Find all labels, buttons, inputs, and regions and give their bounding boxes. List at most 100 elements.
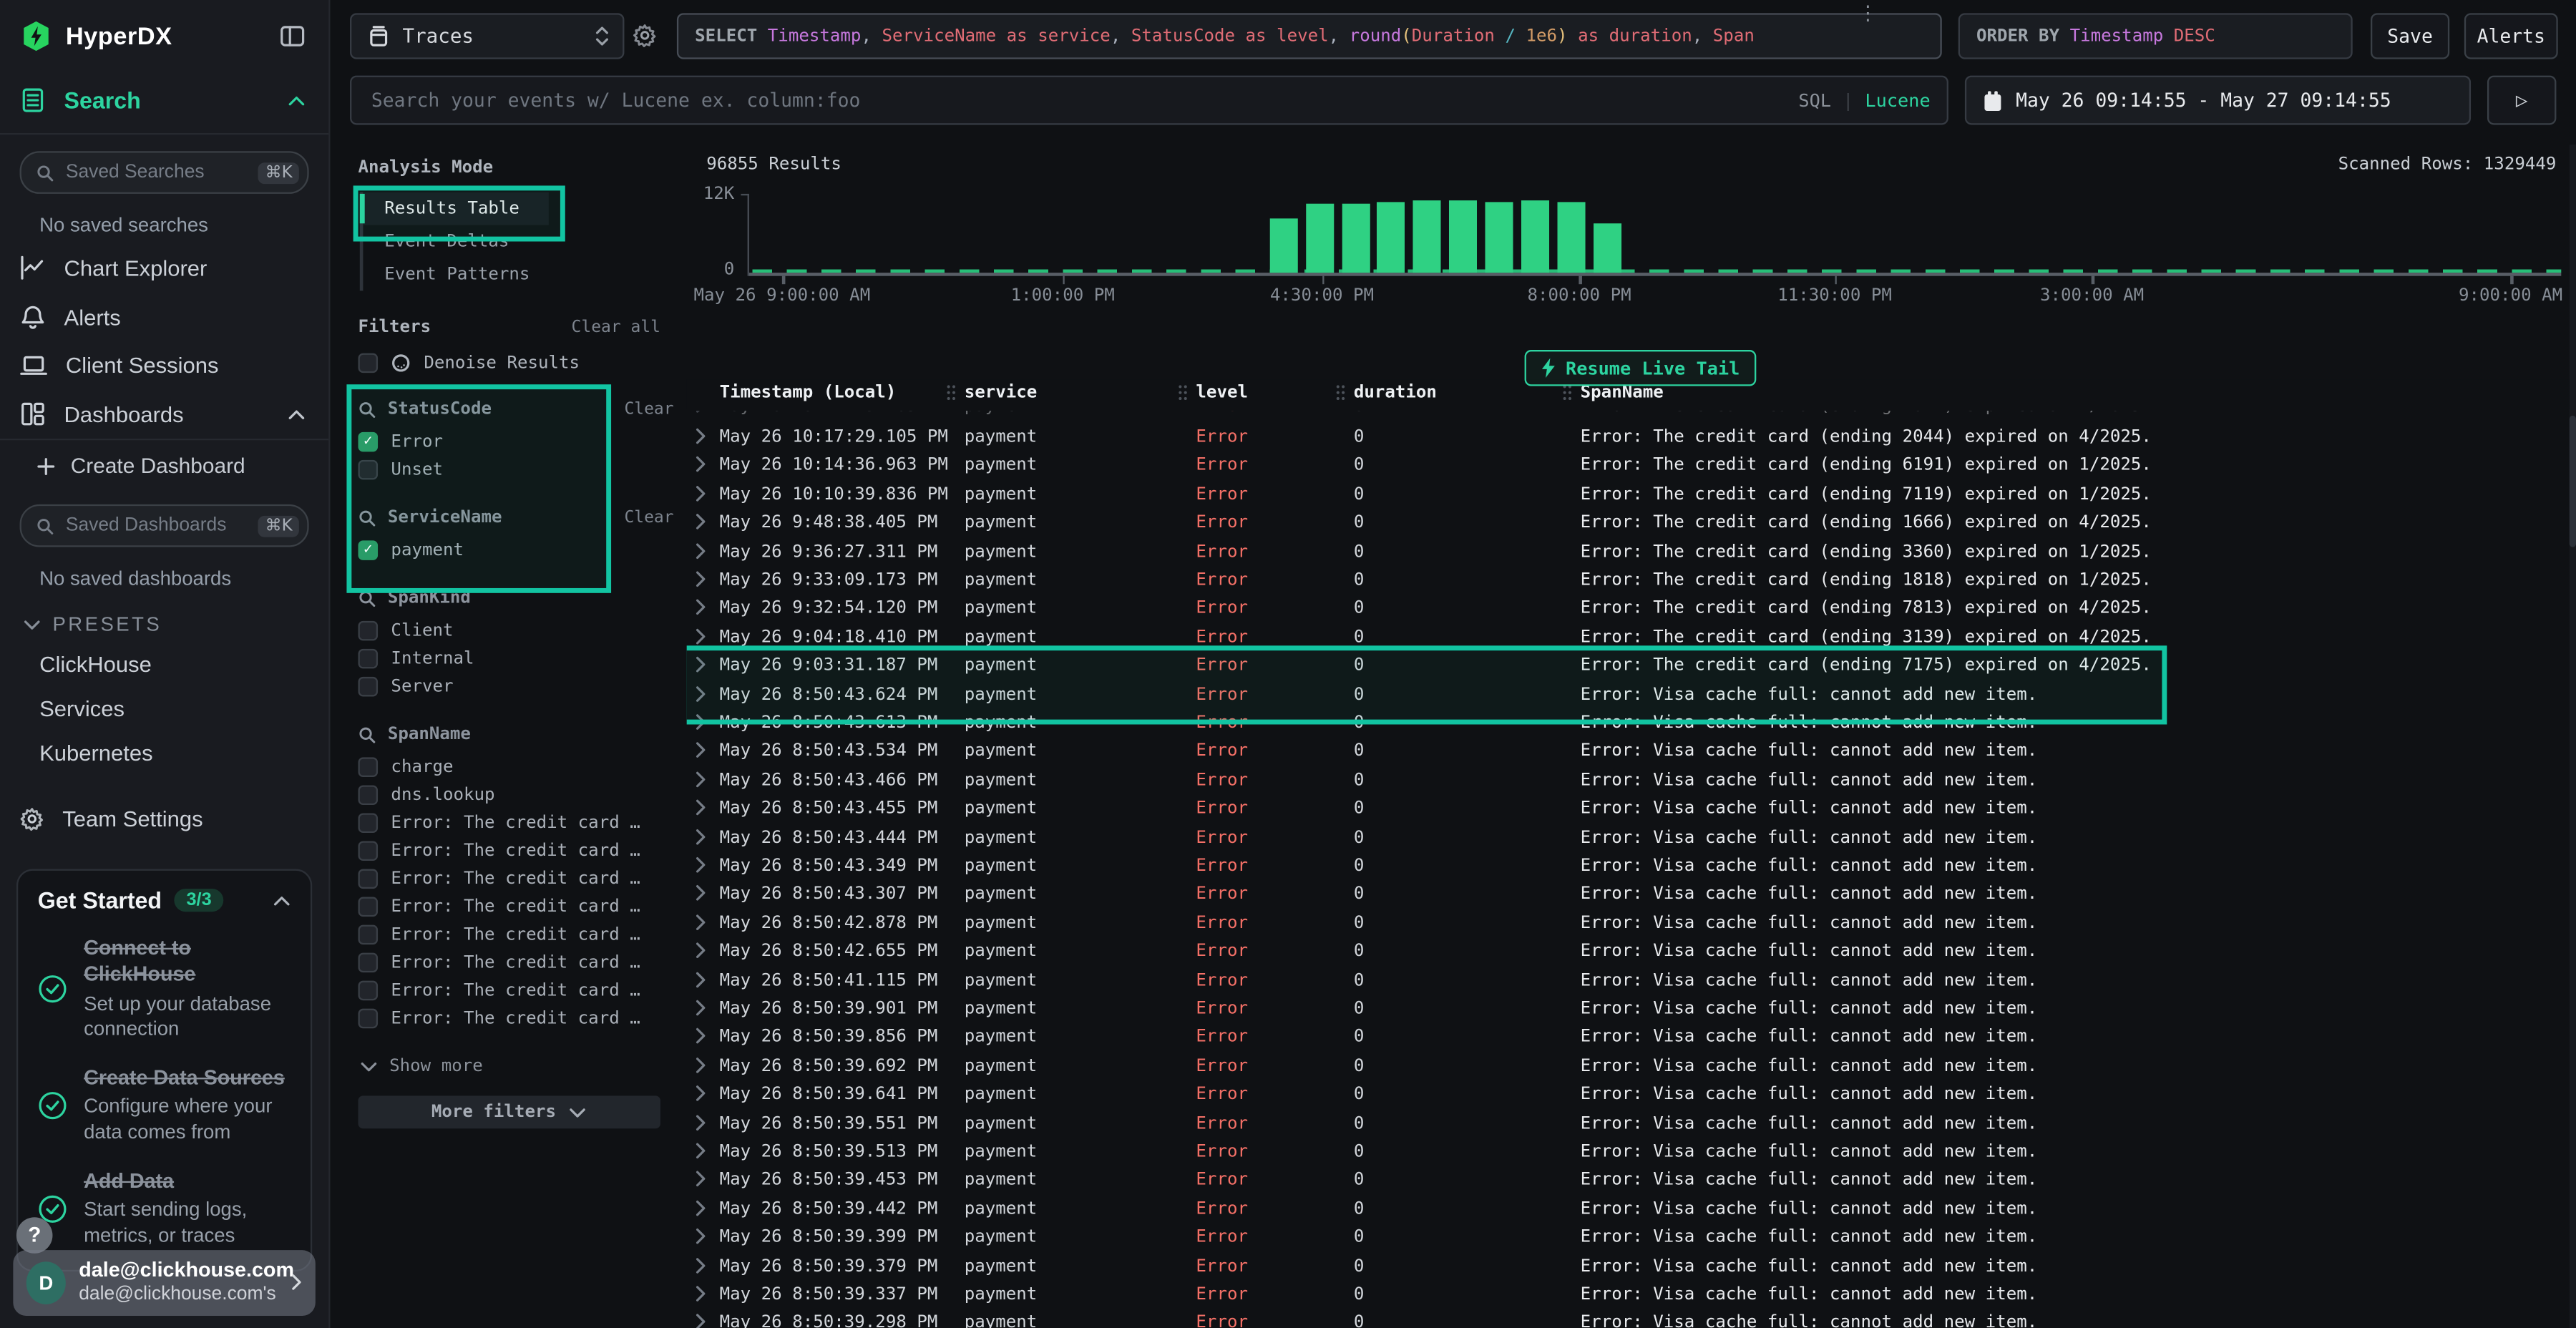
- table-row[interactable]: May 26 8:50:39.856 PM payment Error 0 Error:…: [687, 1024, 2570, 1053]
- table-row[interactable]: May 26 9:33:09.173 PM payment Error 0 Error:…: [687, 567, 2570, 595]
- more-filters-button[interactable]: More filters: [358, 1095, 660, 1129]
- table-row[interactable]: May 26 8:50:39.901 PM payment Error 0 Error:…: [687, 995, 2570, 1024]
- table-row[interactable]: May 26 8:50:39.399 PM payment Error 0 Error:…: [687, 1224, 2570, 1253]
- sidebar-item-kubernetes[interactable]: Kubernetes: [39, 741, 153, 766]
- row-expand-chevron-icon[interactable]: [695, 513, 706, 531]
- filter-option-payment[interactable]: payment: [358, 535, 556, 563]
- checkbox-internal[interactable]: [358, 648, 379, 668]
- filter-option-error-the-credit-card[interactable]: Error: The credit card …: [358, 864, 660, 892]
- row-expand-chevron-icon[interactable]: [695, 599, 706, 617]
- save-button[interactable]: Save: [2370, 13, 2450, 59]
- row-expand-chevron-icon[interactable]: [695, 884, 706, 902]
- table-row[interactable]: May 26 9:32:54.120 PM payment Error 0 Error:…: [687, 595, 2570, 624]
- analysis-mode-results-table[interactable]: Results Table: [359, 192, 548, 225]
- sql-toggle[interactable]: SQL: [1798, 89, 1832, 111]
- histogram-bar[interactable]: [1341, 203, 1370, 273]
- checkbox-error-the-credit-card[interactable]: [358, 980, 379, 1000]
- table-row[interactable]: May 26 8:50:39.692 PM payment Error 0 Error:…: [687, 1053, 2570, 1081]
- column-header-service[interactable]: service: [964, 382, 1038, 403]
- source-selector[interactable]: Traces: [350, 13, 625, 59]
- row-expand-chevron-icon[interactable]: [695, 410, 706, 414]
- column-header-level[interactable]: level: [1196, 382, 1248, 403]
- checkbox-error[interactable]: [358, 431, 379, 451]
- sql-select-input[interactable]: SELECT Timestamp, ServiceName as service…: [676, 13, 1942, 59]
- drag-handle-icon[interactable]: [1562, 384, 1572, 401]
- filter-option-server[interactable]: Server: [358, 672, 660, 700]
- row-expand-chevron-icon[interactable]: [695, 1056, 706, 1074]
- order-by-input[interactable]: ORDER BY Timestamp DESC: [1958, 13, 2353, 59]
- table-row[interactable]: May 26 8:50:43.624 PM payment Error 0 Error:…: [687, 681, 2570, 710]
- row-expand-chevron-icon[interactable]: [695, 1171, 706, 1188]
- row-expand-chevron-icon[interactable]: [695, 655, 706, 673]
- sidebar-item-alerts[interactable]: Alerts: [0, 293, 328, 342]
- table-row[interactable]: May 26 10:14:36.963 PM payment Error 0 Error…: [687, 452, 2570, 481]
- sidebar-item-clickhouse[interactable]: ClickHouse: [39, 652, 152, 677]
- filter-option-error-the-credit-card[interactable]: Error: The credit card …: [358, 920, 660, 948]
- scrollbar-thumb[interactable]: [2569, 415, 2576, 547]
- row-expand-chevron-icon[interactable]: [695, 1227, 706, 1245]
- histogram-bar[interactable]: [1521, 200, 1550, 273]
- column-header-spanname[interactable]: SpanName: [1580, 382, 1664, 403]
- row-expand-chevron-icon[interactable]: [695, 713, 706, 731]
- filter-option-error-the-credit-card[interactable]: Error: The credit card …: [358, 892, 660, 920]
- table-row[interactable]: May 26 8:50:42.655 PM payment Error 0 Error:…: [687, 938, 2570, 967]
- table-row[interactable]: May 26 9:04:18.410 PM payment Error 0 Error:…: [687, 624, 2570, 653]
- row-expand-chevron-icon[interactable]: [695, 799, 706, 816]
- table-row[interactable]: May 26 8:50:39.453 PM payment Error 0 Error:…: [687, 1167, 2570, 1196]
- checkbox-payment[interactable]: [358, 540, 379, 560]
- column-header-duration[interactable]: duration: [1353, 382, 1437, 403]
- events-histogram[interactable]: [741, 193, 2562, 276]
- vertical-scrollbar[interactable]: [2569, 145, 2576, 1328]
- row-expand-chevron-icon[interactable]: [695, 484, 706, 502]
- table-row[interactable]: May 26 9:48:38.405 PM payment Error 0 Error:…: [687, 509, 2570, 538]
- row-expand-chevron-icon[interactable]: [695, 999, 706, 1017]
- query-language-toggle[interactable]: SQL | Lucene: [1798, 89, 1930, 111]
- table-row[interactable]: May 26 8:50:41.115 PM payment Error 0 Error:…: [687, 967, 2570, 995]
- histogram-bar[interactable]: [1485, 202, 1514, 273]
- row-expand-chevron-icon[interactable]: [695, 1085, 706, 1103]
- sidebar-item-search[interactable]: Search: [0, 69, 328, 133]
- sidebar-collapse-icon[interactable]: [279, 23, 306, 49]
- row-expand-chevron-icon[interactable]: [695, 456, 706, 474]
- row-expand-chevron-icon[interactable]: [695, 1142, 706, 1160]
- lucene-toggle[interactable]: Lucene: [1865, 89, 1931, 111]
- saved-searches-input[interactable]: Saved Searches ⌘K: [19, 151, 309, 194]
- table-options-kebab-icon[interactable]: ⋮: [1858, 1, 1878, 25]
- row-expand-chevron-icon[interactable]: [695, 1113, 706, 1131]
- filter-option-error-the-credit-card[interactable]: Error: The credit card …: [358, 836, 660, 864]
- filter-option-charge[interactable]: charge: [358, 753, 660, 781]
- row-expand-chevron-icon[interactable]: [695, 427, 706, 445]
- sidebar-item-chart-explorer[interactable]: Chart Explorer: [0, 243, 328, 293]
- drag-handle-icon[interactable]: [1336, 384, 1346, 401]
- checkbox-error-the-credit-card[interactable]: [358, 924, 379, 944]
- column-header-timestamp-local[interactable]: Timestamp (Local): [719, 382, 897, 403]
- filter-option-error-the-credit-card[interactable]: Error: The credit card …: [358, 976, 660, 1004]
- sidebar-item-client-sessions[interactable]: Client Sessions: [0, 342, 328, 390]
- chevron-up-icon[interactable]: [273, 894, 291, 906]
- row-expand-chevron-icon[interactable]: [695, 741, 706, 759]
- table-row[interactable]: May 26 8:50:39.551 PM payment Error 0 Error:…: [687, 1110, 2570, 1138]
- table-row[interactable]: May 26 10:10:39.836 PM payment Error 0 Error…: [687, 481, 2570, 509]
- table-row-partial[interactable]: May 26 10:17:29.105 PM payment Error 0 Error…: [687, 410, 2570, 421]
- clear-filter-link[interactable]: Clear: [624, 401, 674, 419]
- help-button[interactable]: ?: [16, 1216, 53, 1253]
- filter-option-dns-lookup[interactable]: dns.lookup: [358, 781, 660, 809]
- date-range-picker[interactable]: May 26 09:14:55 - May 27 09:14:55: [1964, 75, 2472, 125]
- row-expand-chevron-icon[interactable]: [695, 1199, 706, 1217]
- checkbox-charge[interactable]: [358, 756, 379, 776]
- checkbox-error-the-credit-card[interactable]: [358, 840, 379, 860]
- run-search-button[interactable]: ▷: [2487, 75, 2557, 125]
- row-expand-chevron-icon[interactable]: [695, 856, 706, 874]
- get-started-item-create-data-sources[interactable]: Create Data Sources Configure where your …: [38, 1065, 291, 1147]
- table-row[interactable]: May 26 8:50:43.444 PM payment Error 0 Error:…: [687, 824, 2570, 853]
- row-expand-chevron-icon[interactable]: [695, 570, 706, 588]
- row-expand-chevron-icon[interactable]: [695, 628, 706, 645]
- histogram-bar[interactable]: [1594, 223, 1622, 273]
- user-menu[interactable]: D dale@clickhouse.com dale@clickhouse.co…: [13, 1249, 316, 1315]
- sidebar-item-dashboards[interactable]: Dashboards: [0, 389, 328, 439]
- row-expand-chevron-icon[interactable]: [695, 1313, 706, 1328]
- row-expand-chevron-icon[interactable]: [695, 770, 706, 788]
- table-row[interactable]: May 26 8:50:39.641 PM payment Error 0 Error:…: [687, 1081, 2570, 1110]
- histogram-bar[interactable]: [1269, 218, 1297, 273]
- row-expand-chevron-icon[interactable]: [695, 1027, 706, 1045]
